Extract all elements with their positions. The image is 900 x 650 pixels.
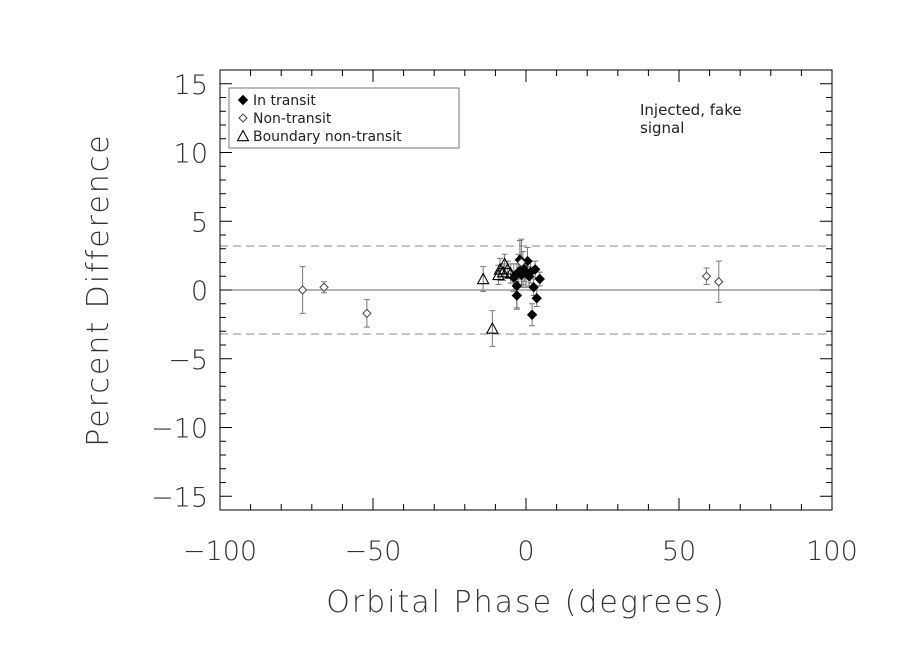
axis-ticks [219,70,833,510]
y-tick-label: 5 [191,207,208,238]
point-non-transit [297,285,308,295]
y-tick-label: 10 [174,139,208,170]
x-axis-title: Orbital Phase (degrees) [326,585,726,620]
point-non-transit [362,308,372,319]
point-boundary-non-transit [476,272,490,285]
x-tick-label: 0 [517,536,534,567]
point-non-transit [701,271,712,281]
legend-marker [238,113,248,123]
y-tick-label: −15 [151,482,208,513]
point-in-transit [511,290,523,301]
legend: In transit Non-transit Boundary non-transi… [228,87,460,149]
y-tick-labels: −15 −10 −5 0 5 10 15 [151,70,208,514]
legend-label: Non-transit [253,111,332,127]
point-boundary-non-transit [496,265,510,278]
point-in-transit [526,309,538,320]
legend-marker [237,94,249,106]
reference-lines [220,245,832,335]
legend-marker [236,129,250,142]
x-tick-label: 50 [662,536,696,567]
data-markers [297,254,724,334]
point-non-transit [319,282,329,292]
point-in-transit [534,273,545,285]
point-in-transit [528,282,539,293]
y-tick-label: −10 [151,414,208,445]
y-tick-label: 0 [191,276,208,307]
x-tick-label: −50 [345,536,402,567]
error-bars [299,238,722,347]
annotation-line-1: Injected, fake [640,101,742,119]
legend-box [228,87,460,149]
point-in-transit [531,293,542,304]
point-boundary-non-transit [504,266,518,279]
y-tick-label: −5 [168,345,208,376]
point-in-transit [529,264,541,275]
x-tick-labels: −100 −50 0 50 100 [183,536,858,567]
point-non-transit [714,277,724,287]
point-in-transit [522,255,533,267]
annotation-line-2: signal [640,119,684,137]
point-boundary-non-transit [485,321,499,334]
annotation: Injected, fake signal [640,101,746,137]
x-tick-label: −100 [183,536,257,567]
legend-label: In transit [253,93,316,109]
y-axis-title: Percent Difference [81,133,116,447]
y-tick-label: 15 [174,70,208,101]
point-non-transit [516,257,527,268]
legend-label: Boundary non-transit [253,129,402,145]
x-tick-label: 100 [806,536,858,567]
